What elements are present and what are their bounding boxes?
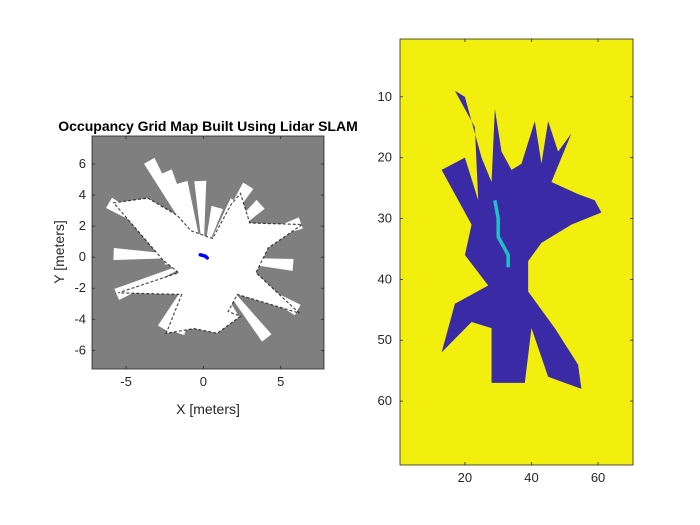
y-tick-label: 6 [79,156,86,171]
y-tick-label: 10 [378,89,392,104]
y-tick-label: 40 [378,271,392,286]
y-axis-label: Y [meters] [51,220,67,284]
plot-area-border [399,38,634,466]
y-tick-label: -6 [74,342,86,357]
free-space-region [113,193,303,334]
y-tick-label: 4 [79,187,86,202]
x-axis-ticks: 20 40 60 [458,39,605,485]
y-tick-label: 30 [378,211,392,226]
x-tick-label: -5 [120,374,132,389]
y-tick-label: 2 [79,218,86,233]
x-axis-ticks: -5 0 5 [120,136,284,389]
y-axis-ticks: 10 20 30 40 50 60 [378,89,633,408]
matrix-marks [441,90,602,389]
robot-path [198,253,209,260]
path-cells [493,199,510,268]
occupancy-grid-chart: Occupancy Grid Map Built Using Lidar SLA… [51,118,358,417]
x-tick-label: 20 [458,470,472,485]
chart-title: Occupancy Grid Map Built Using Lidar SLA… [58,118,357,134]
map-marks [106,157,305,342]
x-tick-label: 40 [524,470,538,485]
occupied-boundary [112,192,305,335]
grid-matrix-chart: 20 40 60 10 20 30 40 50 60 [378,38,634,485]
free-cells-region [441,90,602,389]
x-tick-label: 0 [200,374,207,389]
plot-area-border [91,135,325,370]
y-tick-label: 60 [378,393,392,408]
x-axis-label: X [meters] [176,401,240,417]
y-axis-ticks: 6 4 2 0 -2 -4 -6 [74,156,324,357]
y-tick-label: 20 [378,150,392,165]
x-tick-label: 5 [277,374,284,389]
y-tick-label: -4 [74,311,86,326]
x-tick-label: 60 [591,470,605,485]
y-tick-label: 0 [79,249,86,264]
y-tick-label: 50 [378,332,392,347]
y-tick-label: -2 [74,280,86,295]
